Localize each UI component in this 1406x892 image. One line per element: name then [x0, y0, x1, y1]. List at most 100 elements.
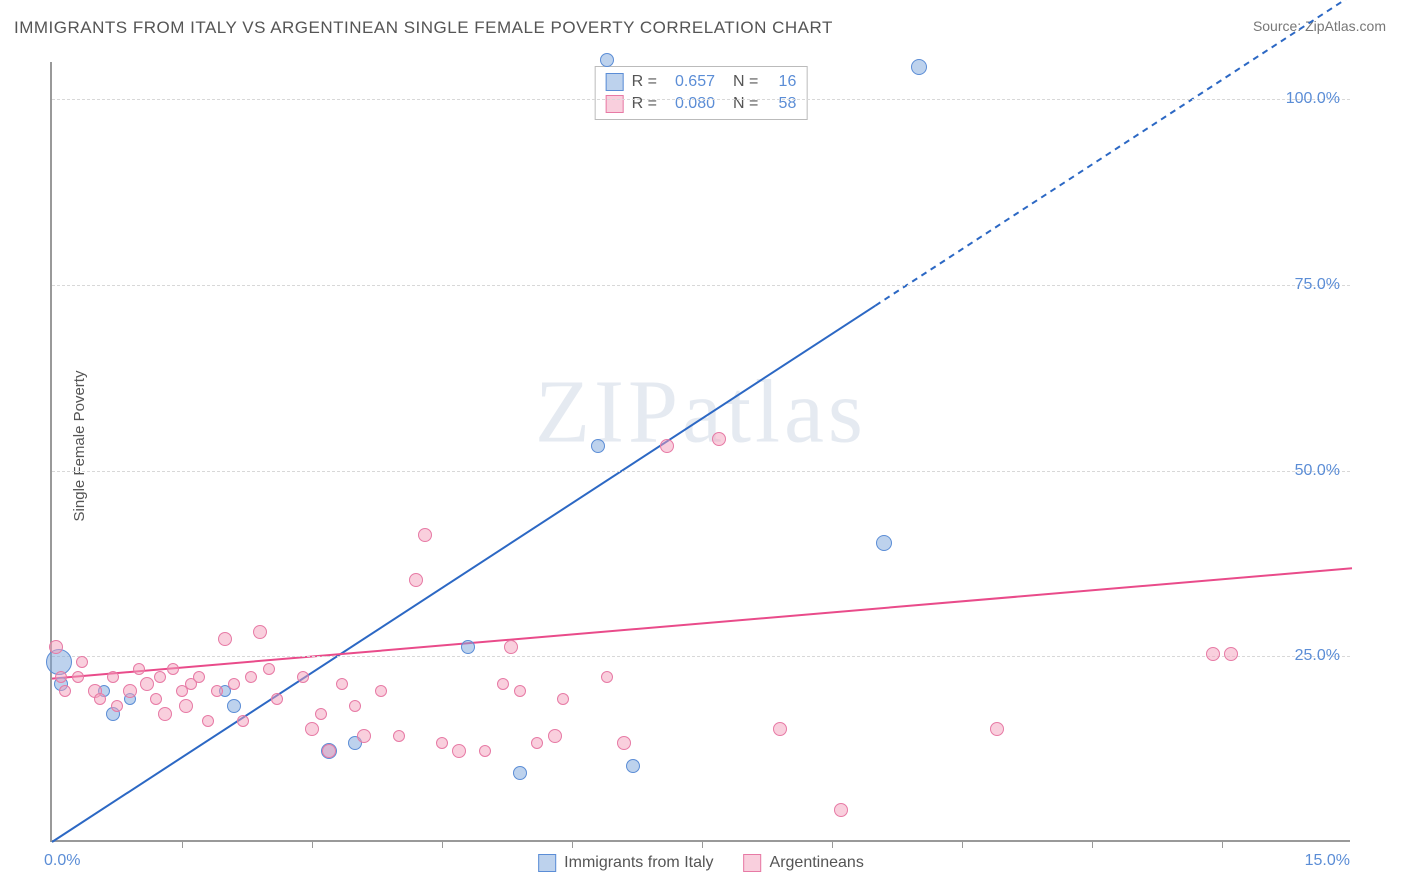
data-point	[452, 744, 466, 758]
data-point	[660, 439, 674, 453]
data-point	[305, 722, 319, 736]
data-point	[336, 678, 348, 690]
data-point	[504, 640, 518, 654]
ytick-label: 75.0%	[1295, 276, 1340, 294]
data-point	[461, 640, 475, 654]
data-point	[107, 671, 119, 683]
data-point	[497, 678, 509, 690]
data-point	[133, 663, 145, 675]
data-point	[297, 671, 309, 683]
gridline	[52, 656, 1350, 657]
data-point	[591, 439, 605, 453]
data-point	[111, 700, 123, 712]
data-point	[59, 685, 71, 697]
data-point	[245, 671, 257, 683]
data-point	[990, 722, 1004, 736]
legend-top-row: R = 0.657 N = 16	[606, 71, 797, 93]
gridline	[52, 285, 1350, 286]
plot-area: ZIPatlas R =0.657N =16R =0.080N =58 Immi…	[50, 62, 1350, 842]
data-point	[393, 730, 405, 742]
data-point	[834, 803, 848, 817]
data-point	[548, 729, 562, 743]
data-point	[150, 693, 162, 705]
xaxis-min-label: 0.0%	[44, 852, 80, 870]
legend-top-row: R = 0.080 N = 58	[606, 93, 797, 115]
data-point	[1224, 647, 1238, 661]
data-point	[349, 700, 361, 712]
legend-r-value: 0.080	[665, 95, 715, 113]
data-point	[315, 708, 327, 720]
data-point	[773, 722, 787, 736]
data-point	[601, 671, 613, 683]
legend-bottom: Immigrants from Italy Argentineans	[538, 854, 864, 872]
legend-top: R = 0.657 N = 16 R = 0.080 N = 58	[595, 66, 808, 120]
data-point	[600, 53, 614, 67]
data-point	[479, 745, 491, 757]
legend-swatch	[606, 95, 624, 113]
data-point	[218, 632, 232, 646]
xtick	[962, 840, 963, 848]
gridline	[52, 471, 1350, 472]
ytick-label: 25.0%	[1295, 647, 1340, 665]
data-point	[202, 715, 214, 727]
xtick	[182, 840, 183, 848]
data-point	[911, 59, 927, 75]
data-point	[227, 699, 241, 713]
source-credit: Source: ZipAtlas.com	[1253, 18, 1386, 34]
chart-title: IMMIGRANTS FROM ITALY VS ARGENTINEAN SIN…	[14, 18, 833, 38]
xtick	[312, 840, 313, 848]
legend-series-name: Argentineans	[770, 854, 864, 872]
data-point	[514, 685, 526, 697]
legend-swatch	[744, 854, 762, 872]
legend-r-value: 0.657	[665, 73, 715, 91]
legend-n-label: N =	[733, 73, 758, 91]
data-point	[409, 573, 423, 587]
data-point	[617, 736, 631, 750]
data-point	[76, 656, 88, 668]
xtick	[1092, 840, 1093, 848]
data-point	[271, 693, 283, 705]
watermark-text: ZIPatlas	[535, 361, 867, 464]
data-point	[72, 671, 84, 683]
legend-n-label: N =	[733, 95, 758, 113]
legend-n-value: 58	[766, 95, 796, 113]
data-point	[237, 715, 249, 727]
data-point	[211, 685, 223, 697]
legend-bottom-item: Argentineans	[744, 854, 864, 872]
data-point	[375, 685, 387, 697]
data-point	[876, 535, 892, 551]
xtick	[442, 840, 443, 848]
legend-n-value: 16	[766, 73, 796, 91]
data-point	[94, 693, 106, 705]
xtick	[1222, 840, 1223, 848]
gridline	[52, 99, 1350, 100]
xtick	[832, 840, 833, 848]
legend-bottom-item: Immigrants from Italy	[538, 854, 713, 872]
xaxis-max-label: 15.0%	[1305, 852, 1350, 870]
data-point	[322, 744, 336, 758]
data-point	[436, 737, 448, 749]
data-point	[158, 707, 172, 721]
data-point	[357, 729, 371, 743]
data-point	[418, 528, 432, 542]
data-point	[263, 663, 275, 675]
xtick	[702, 840, 703, 848]
data-point	[253, 625, 267, 639]
data-point	[712, 432, 726, 446]
legend-swatch	[606, 73, 624, 91]
ytick-label: 100.0%	[1286, 90, 1340, 108]
data-point	[1206, 647, 1220, 661]
legend-series-name: Immigrants from Italy	[564, 854, 713, 872]
data-point	[193, 671, 205, 683]
ytick-label: 50.0%	[1295, 462, 1340, 480]
data-point	[531, 737, 543, 749]
data-point	[49, 640, 63, 654]
legend-r-label: R =	[632, 73, 657, 91]
data-point	[557, 693, 569, 705]
data-point	[513, 766, 527, 780]
data-point	[154, 671, 166, 683]
data-point	[140, 677, 154, 691]
legend-r-label: R =	[632, 95, 657, 113]
data-point	[228, 678, 240, 690]
data-point	[167, 663, 179, 675]
